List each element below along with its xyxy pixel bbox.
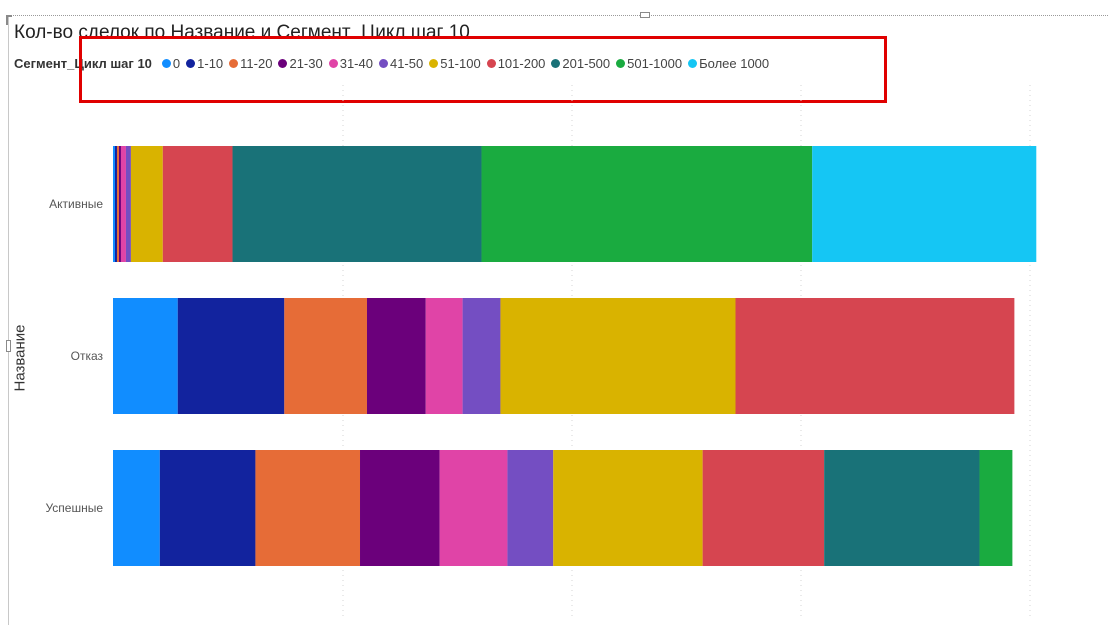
- legend-label: Более 1000: [699, 55, 770, 71]
- legend-item[interactable]: 11-20: [229, 56, 272, 71]
- chart-title: Кол-во сделок по Название и Сегмент_Цикл…: [14, 22, 470, 38]
- bar-segment[interactable]: [232, 146, 482, 262]
- legend-marker: [186, 58, 196, 68]
- legend-label: 51-100: [440, 55, 481, 71]
- legend-label: 501-1000: [627, 55, 683, 71]
- legend-item[interactable]: 201-500: [551, 56, 610, 71]
- visual-frame[interactable]: [8, 15, 1109, 625]
- legend-item[interactable]: 31-40: [328, 55, 373, 71]
- legend: Сегмент_Цикл шаг 10 0 1-10 11-20 21-30 31-40…: [14, 54, 775, 72]
- legend-label: 41-50: [389, 55, 424, 71]
- legend-items: 0 1-10 11-20 21-30 31-40 41-50 51-100 101-200 20…: [161, 55, 775, 71]
- legend-item[interactable]: Более 1000: [688, 56, 769, 71]
- legend-item[interactable]: 51-100: [429, 55, 481, 71]
- resize-handle-top[interactable]: [640, 12, 650, 18]
- legend-label: 1-10: [197, 55, 224, 71]
- bar-segment[interactable]: [159, 450, 256, 566]
- bar-segment[interactable]: [118, 146, 121, 262]
- bar-segment[interactable]: [162, 146, 233, 262]
- bar-segment[interactable]: [120, 146, 126, 262]
- bar-segment[interactable]: [113, 298, 178, 414]
- y-tick-label: Отказ: [71, 349, 104, 363]
- legend-title: Сегмент_Цикл шаг 10: [14, 55, 152, 71]
- resize-handle-left[interactable]: [6, 340, 11, 352]
- legend-item[interactable]: 21-30: [278, 55, 323, 71]
- legend-marker: [278, 58, 288, 68]
- legend-label: 31-40: [339, 55, 373, 71]
- bar-segment[interactable]: [113, 450, 160, 566]
- bar-segment[interactable]: [735, 298, 1015, 414]
- bar-segment[interactable]: [553, 450, 703, 566]
- bar-segment[interactable]: [439, 450, 508, 566]
- bar-segment[interactable]: [812, 146, 1037, 262]
- legend-label: 11-20: [240, 55, 273, 71]
- bar-segment[interactable]: [366, 298, 426, 414]
- bar-segment[interactable]: [113, 146, 115, 262]
- bar-segment[interactable]: [125, 146, 131, 262]
- legend-marker: [328, 58, 338, 68]
- bar-segment[interactable]: [979, 450, 1013, 566]
- legend-marker: [486, 58, 496, 68]
- bar-segment[interactable]: [130, 146, 163, 262]
- legend-marker: [378, 58, 388, 68]
- legend-label: 0: [172, 55, 181, 71]
- legend-label: 201-500: [562, 55, 611, 71]
- bar-segment[interactable]: [462, 298, 501, 414]
- bar-segment[interactable]: [360, 450, 440, 566]
- legend-label: 21-30: [289, 55, 323, 71]
- bar-segment[interactable]: [177, 298, 285, 414]
- legend-item[interactable]: 41-50: [378, 55, 424, 71]
- y-tick-label: Активные: [49, 197, 103, 211]
- legend-marker: [229, 58, 239, 68]
- legend-marker: [429, 58, 439, 68]
- legend-marker: [688, 58, 698, 68]
- legend-item[interactable]: 0: [161, 55, 181, 71]
- bar-segment[interactable]: [425, 298, 463, 414]
- legend-item[interactable]: 101-200: [486, 55, 546, 71]
- bar-segment[interactable]: [116, 146, 119, 262]
- legend-item[interactable]: 1-10: [186, 56, 223, 71]
- legend-marker: [551, 58, 561, 68]
- focus-corner-handle[interactable]: [6, 15, 12, 25]
- y-tick-label: Успешные: [45, 501, 103, 515]
- bar-segment[interactable]: [114, 146, 117, 262]
- bar-segment[interactable]: [500, 298, 736, 414]
- bar-segment[interactable]: [481, 146, 813, 262]
- bar-segment[interactable]: [824, 450, 980, 566]
- bar-segment[interactable]: [255, 450, 361, 566]
- legend-marker: [616, 58, 626, 68]
- bar-segment[interactable]: [702, 450, 825, 566]
- bar-segment[interactable]: [284, 298, 367, 414]
- legend-label: 101-200: [497, 55, 546, 71]
- legend-marker: [161, 58, 171, 68]
- legend-item[interactable]: 501-1000: [616, 56, 682, 71]
- bar-segment[interactable]: [507, 450, 554, 566]
